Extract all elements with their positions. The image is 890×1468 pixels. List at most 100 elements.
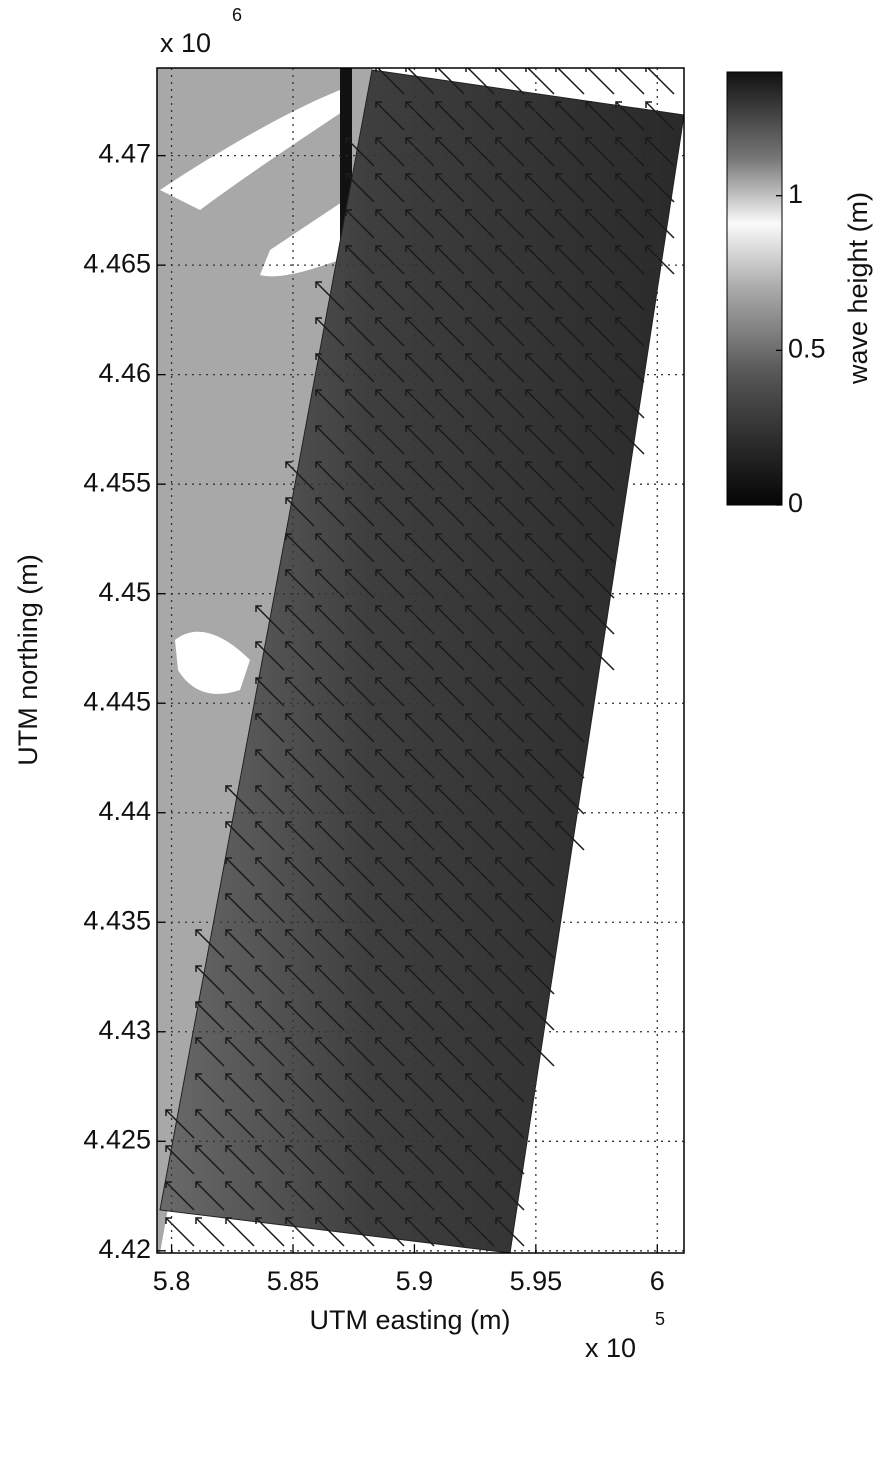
wave-arrow	[465, 425, 495, 455]
wave-arrow	[465, 857, 495, 887]
wave-arrow	[585, 245, 615, 275]
wave-arrow-head	[525, 137, 532, 144]
wave-arrow-head	[435, 1145, 442, 1152]
wave-arrow-head	[225, 1217, 232, 1224]
wave-arrow-head	[435, 569, 442, 576]
wave-arrow-head	[375, 713, 382, 720]
wave-arrow	[255, 605, 285, 635]
wave-arrow-head	[375, 245, 382, 252]
wave-arrow	[405, 1001, 435, 1031]
wave-arrow	[556, 68, 585, 95]
wave-arrow	[465, 281, 495, 311]
wave-arrow-head	[345, 677, 352, 684]
wave-arrow	[375, 173, 405, 203]
wave-arrow-head	[405, 1073, 412, 1080]
wave-arrow	[495, 533, 525, 563]
wave-arrow	[285, 713, 315, 743]
x-tick-label: 5.95	[510, 1266, 563, 1296]
wave-arrow-head	[345, 281, 352, 288]
wave-arrow-head	[345, 821, 352, 828]
wave-arrow-head	[495, 317, 502, 324]
wave-arrow	[315, 425, 345, 455]
wave-arrow-head	[225, 1001, 232, 1008]
wave-arrow	[285, 677, 315, 707]
wave-arrow-head	[375, 1073, 382, 1080]
wave-arrow	[495, 281, 525, 311]
wave-arrow	[435, 425, 465, 455]
wave-arrow	[465, 173, 495, 203]
wave-arrow	[615, 425, 645, 455]
wave-arrow-head	[525, 497, 532, 504]
wave-arrow	[285, 821, 315, 851]
wave-arrow-head	[435, 1001, 442, 1008]
wave-arrow-head	[465, 893, 472, 900]
wave-arrow	[345, 1109, 375, 1139]
wave-arrow-head	[405, 173, 412, 180]
wave-arrow	[255, 1001, 285, 1031]
wave-arrow-head	[405, 893, 412, 900]
wave-arrow	[465, 929, 495, 959]
wave-arrow	[555, 353, 585, 383]
wave-arrow	[285, 1001, 315, 1031]
y-axis-label: UTM northing (m)	[13, 554, 43, 766]
wave-arrow-head	[555, 68, 557, 72]
wave-arrow	[435, 389, 465, 419]
wave-arrow	[345, 1037, 375, 1067]
wave-arrow	[285, 857, 315, 887]
wave-arrow	[435, 1109, 465, 1139]
wave-arrow	[225, 785, 255, 815]
wave-arrow	[195, 1109, 225, 1139]
wave-arrow	[645, 209, 675, 239]
wave-arrow-head	[465, 1109, 472, 1116]
wave-arrow	[225, 893, 255, 923]
wave-arrow	[435, 497, 465, 527]
wave-arrow	[525, 101, 555, 131]
wave-arrow-head	[465, 1001, 472, 1008]
wave-arrow-head	[525, 68, 527, 72]
wave-arrow	[495, 1217, 525, 1247]
wave-arrow	[405, 821, 435, 851]
wave-arrow	[555, 821, 585, 851]
wave-arrow-head	[435, 68, 437, 72]
wave-arrow-head	[375, 929, 382, 936]
wave-arrow	[255, 893, 285, 923]
wave-arrow-head	[525, 605, 532, 612]
wave-arrow-head	[465, 641, 472, 648]
wave-arrow-head	[585, 389, 592, 396]
wave-arrow	[405, 785, 435, 815]
wave-arrow	[405, 857, 435, 887]
wave-arrow	[375, 1073, 405, 1103]
wave-arrow	[375, 317, 405, 347]
wave-arrow-head	[495, 1037, 502, 1044]
wave-arrow	[435, 641, 465, 671]
wave-arrow	[405, 605, 435, 635]
wave-arrow-head	[195, 1109, 202, 1116]
wave-arrow	[616, 68, 645, 95]
wave-arrow	[495, 857, 525, 887]
wave-arrow	[465, 1145, 495, 1175]
wave-arrow-head	[195, 1181, 202, 1188]
wave-arrow	[255, 1145, 285, 1175]
wave-arrow	[615, 389, 645, 419]
wave-arrow	[435, 281, 465, 311]
y-tick-label: 4.42	[98, 1234, 151, 1264]
wave-arrow	[555, 497, 585, 527]
wave-arrow-head	[225, 929, 232, 936]
wave-arrow-head	[315, 1181, 322, 1188]
wave-arrow-head	[495, 1001, 502, 1008]
wave-arrow	[405, 281, 435, 311]
wave-arrow-head	[465, 281, 472, 288]
wave-arrow	[225, 1001, 255, 1031]
wave-arrow-head	[465, 785, 472, 792]
wave-arrow	[405, 533, 435, 563]
wave-arrow	[285, 461, 315, 491]
wave-arrow	[555, 749, 585, 779]
wave-arrow-head	[315, 389, 322, 396]
wave-arrow	[525, 929, 555, 959]
wave-arrow	[255, 857, 285, 887]
colorbar	[726, 71, 783, 506]
wave-arrow-head	[525, 641, 532, 648]
wave-arrow-head	[555, 245, 562, 252]
wave-arrow	[525, 713, 555, 743]
wave-arrow	[466, 68, 495, 95]
